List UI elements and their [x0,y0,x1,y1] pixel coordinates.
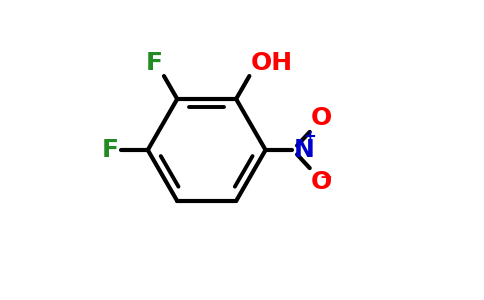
Text: OH: OH [251,51,293,75]
Text: F: F [102,138,119,162]
Text: O: O [311,106,333,130]
Text: −: − [319,170,332,185]
Text: O: O [311,170,333,194]
Text: +: + [303,129,316,144]
Text: N: N [293,138,315,162]
Text: F: F [146,51,163,75]
